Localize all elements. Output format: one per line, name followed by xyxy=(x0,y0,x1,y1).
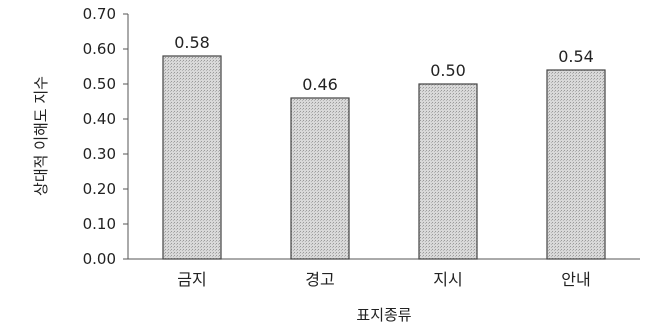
y-tick-label: 0.10 xyxy=(83,215,116,233)
data-label-4: 0.54 xyxy=(558,47,594,66)
bar-2 xyxy=(290,97,350,260)
bar-3 xyxy=(418,83,478,260)
y-tick-label: 0.40 xyxy=(83,110,116,128)
category-label-4: 안내 xyxy=(561,270,590,289)
x-axis-title: 표지종류 xyxy=(356,306,411,324)
data-labels-group: 0.58 0.46 0.50 0.54 xyxy=(174,33,594,94)
y-tick-label: 0.20 xyxy=(83,180,116,198)
category-label-1: 금지 xyxy=(177,270,206,289)
category-label-2: 경고 xyxy=(305,270,334,289)
category-labels-group: 금지 경고 지시 안내 xyxy=(177,270,590,289)
data-label-3: 0.50 xyxy=(430,61,466,80)
y-tick-label: 0.60 xyxy=(83,40,116,58)
data-label-1: 0.58 xyxy=(174,33,210,52)
y-ticks-group: 0.00 0.10 0.20 0.30 0.40 0.50 0.60 0.70 xyxy=(83,5,128,268)
y-axis-title: 상대적 이해도 지수 xyxy=(32,76,50,196)
bars-group xyxy=(162,55,606,260)
bar-1 xyxy=(162,55,222,260)
category-label-3: 지시 xyxy=(433,270,462,289)
data-label-2: 0.46 xyxy=(302,75,338,94)
bar-4 xyxy=(546,69,606,260)
y-tick-label: 0.50 xyxy=(83,75,116,93)
y-tick-label: 0.70 xyxy=(83,5,116,23)
y-tick-label: 0.00 xyxy=(83,250,116,268)
y-tick-label: 0.30 xyxy=(83,145,116,163)
